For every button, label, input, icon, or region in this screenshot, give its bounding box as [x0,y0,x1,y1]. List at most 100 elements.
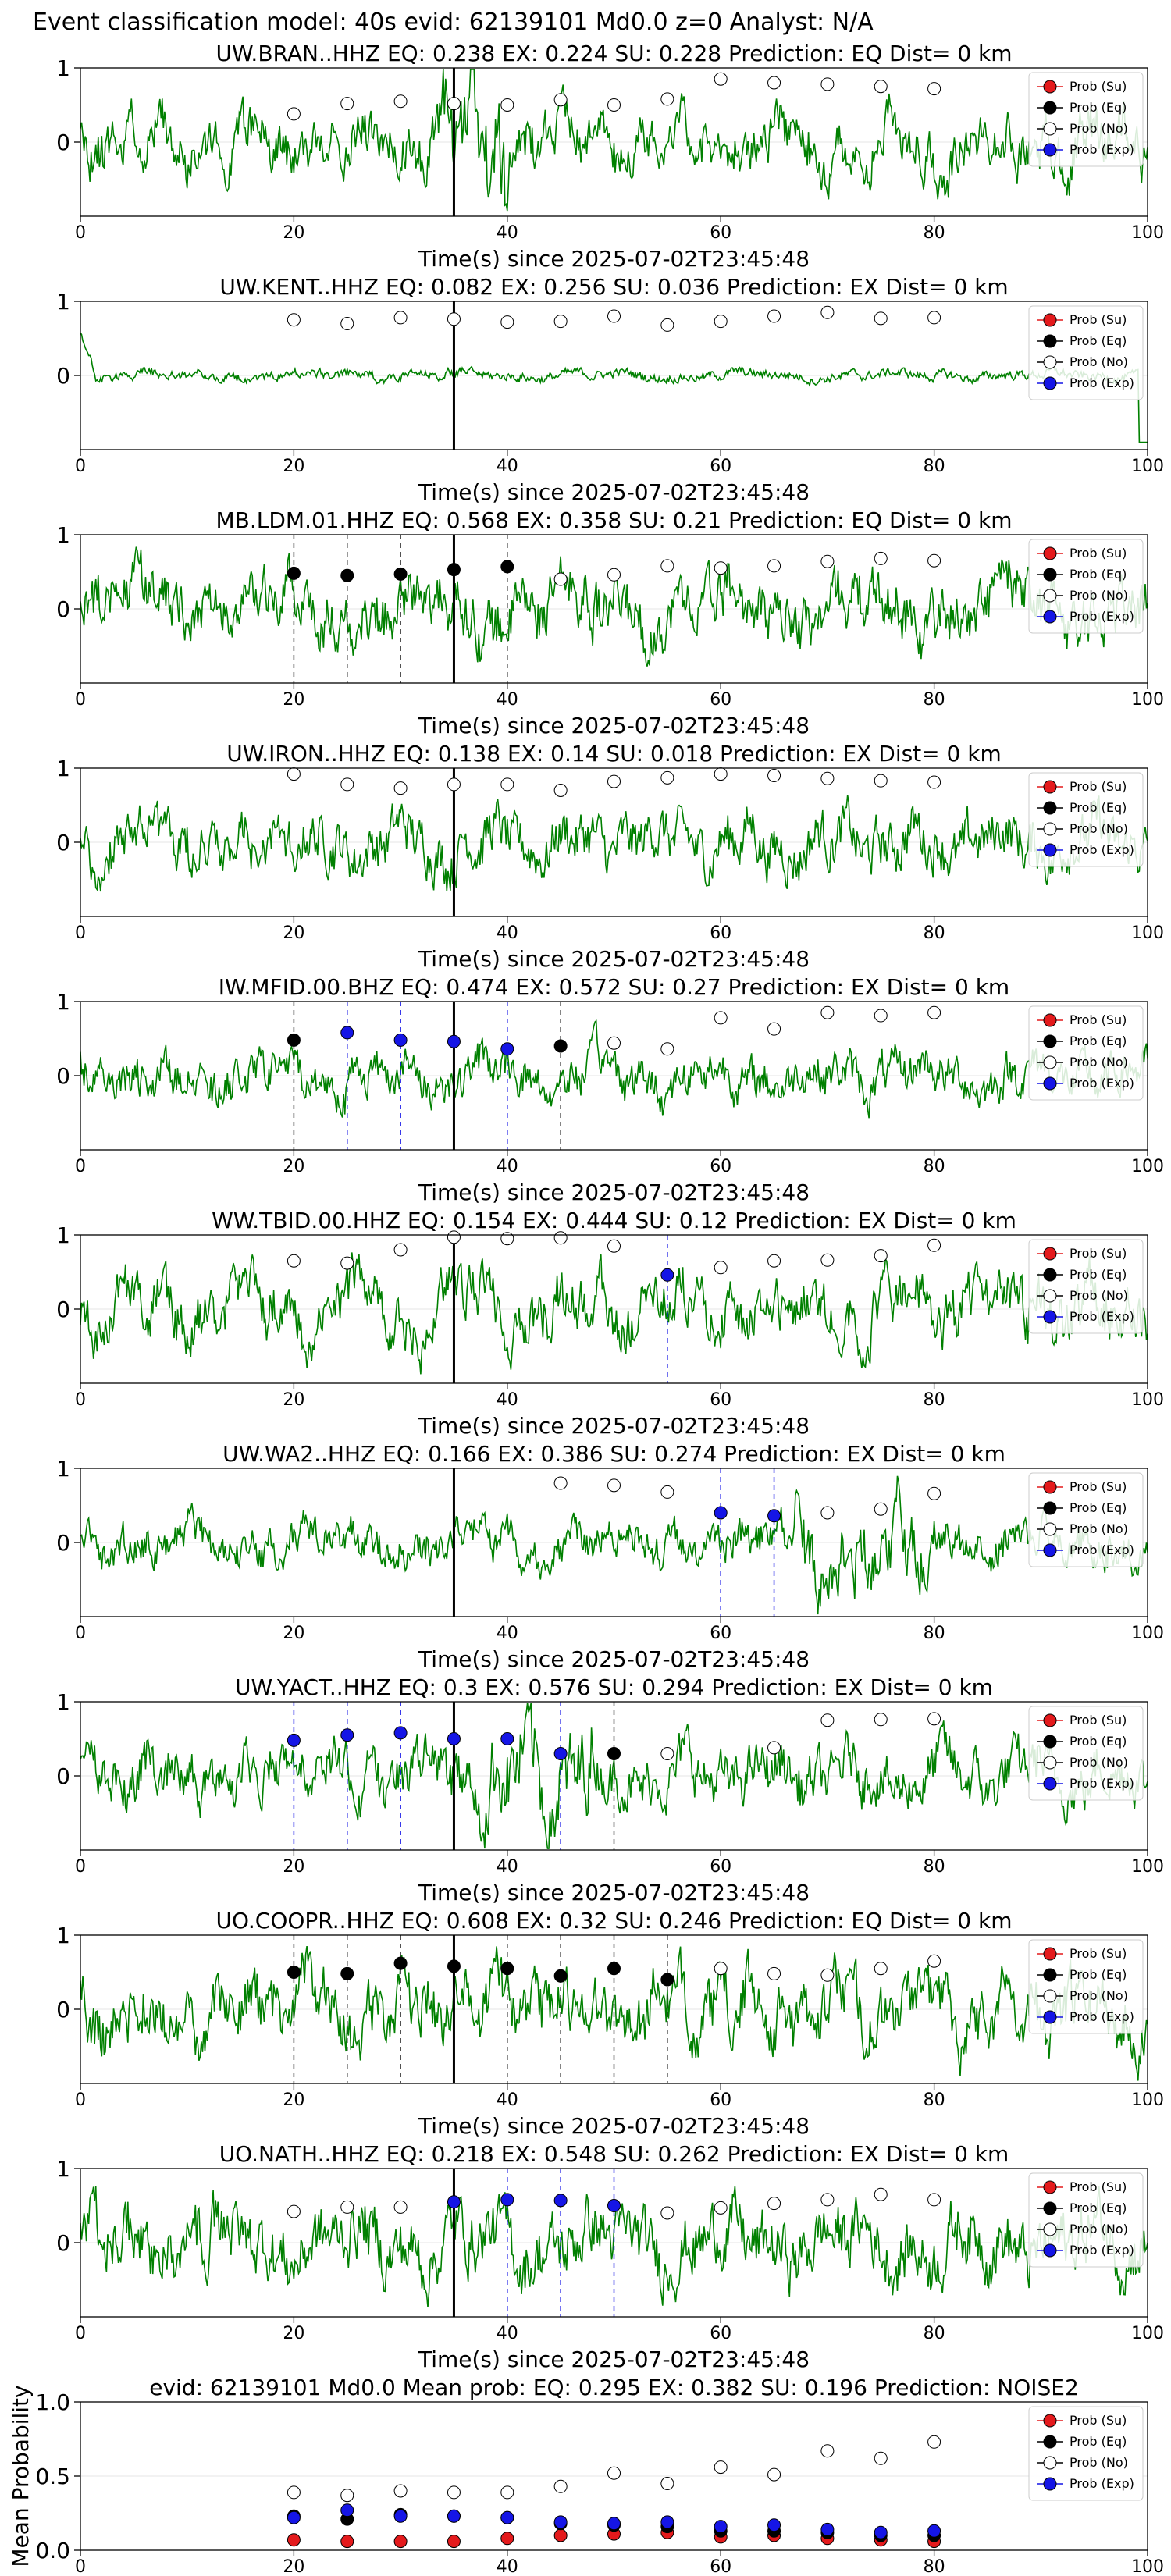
prob-point-eq [340,568,354,582]
y-tick-label: 1 [56,1923,70,1948]
panel-title: IW.MFID.00.BHZ EQ: 0.474 EX: 0.572 SU: 0… [219,974,1009,1000]
x-tick-label: 20 [283,1624,304,1643]
legend-marker [1043,1777,1057,1791]
prob-point-no [820,1005,835,1019]
prob-point-no [340,1256,354,1270]
x-tick-label: 40 [497,690,518,710]
legend-label: Prob (Exp) [1070,375,1134,390]
legend-marker [1043,1735,1057,1749]
x-tick-label: 80 [924,223,945,243]
legend-label: Prob (Su) [1070,1713,1127,1727]
mean-point-exp [553,2515,568,2529]
legend-box [1028,1706,1144,1801]
mean-point-no [393,2484,408,2498]
y-tick-label: 0 [56,830,70,856]
prob-point-no [287,767,301,781]
x-axis-label: Time(s) since 2025-07-02T23:45:48 [418,246,810,272]
y-tick-label: 1 [56,522,70,548]
waveform-line [80,546,1148,667]
x-tick-label: 20 [283,1390,304,1410]
prob-point-no [874,1713,888,1727]
prob-point-no [820,1968,835,1982]
prob-point-no [874,80,888,94]
mean-point-no [820,2444,835,2458]
prob-point-eq [500,1962,514,1976]
legend-label: Prob (No) [1070,1055,1128,1069]
legend-label: Prob (Su) [1070,312,1127,327]
prob-point-no [607,1036,621,1050]
prob-point-exp [447,1732,461,1745]
panel-title: evid: 62139101 Md0.0 Mean prob: EQ: 0.29… [149,2375,1079,2400]
x-tick-label: 0 [75,923,86,943]
legend-marker [1043,2435,1057,2449]
mean-point-su [393,2535,408,2549]
prob-point-no [660,92,674,106]
x-tick-label: 60 [710,223,731,243]
legend-marker [1043,1013,1057,1027]
mean-point-no [340,2489,354,2503]
mean-point-no [767,2467,781,2482]
legend-marker [1043,780,1057,794]
prob-point-no [927,553,941,568]
x-axis-label: Time(s) since 2025-07-02T23:45:48 [418,1413,810,1439]
prob-point-eq [393,567,408,581]
legend-label: Prob (No) [1070,1521,1128,1536]
prob-point-no [393,94,408,109]
prob-point-no [714,315,728,329]
legend-label: Prob (Exp) [1070,1309,1134,1324]
legend-label: Prob (Exp) [1070,2243,1134,2258]
mean-point-su [340,2535,354,2549]
x-tick-label: 100 [1131,2090,1164,2110]
panel-title: UW.BRAN..HHZ EQ: 0.238 EX: 0.224 SU: 0.2… [215,41,1012,66]
prob-point-no [660,318,674,332]
x-tick-label: 100 [1131,923,1164,943]
mean-point-su [287,2533,301,2547]
mean-point-exp [927,2524,941,2538]
legend-marker [1043,334,1057,348]
x-tick-label: 60 [710,1390,731,1410]
prob-point-no [287,313,301,327]
legend-box [1028,305,1144,400]
x-tick-label: 100 [1131,457,1164,476]
x-tick-label: 80 [924,1390,945,1410]
x-tick-label: 40 [497,2557,518,2576]
waveform-line [80,332,1148,443]
x-tick-label: 0 [75,2324,86,2343]
mean-point-no [874,2451,888,2465]
legend-label: Prob (Eq) [1070,1967,1127,1982]
prob-point-eq [500,560,514,574]
x-tick-label: 80 [924,457,945,476]
prob-point-exp [500,2193,514,2207]
mean-point-su [447,2535,461,2549]
x-tick-label: 80 [924,1857,945,1877]
x-tick-label: 60 [710,1624,731,1643]
prob-point-no [393,1243,408,1257]
prob-point-no [660,1747,674,1760]
legend-marker [1043,313,1057,327]
x-tick-label: 40 [497,923,518,943]
mean-point-su [500,2532,514,2546]
legend-marker [1043,1247,1057,1261]
legend-label: Prob (Eq) [1070,800,1127,815]
mean-point-no [500,2485,514,2500]
legend-box [1028,2172,1144,2268]
x-axis-label: Time(s) since 2025-07-02T23:45:48 [418,946,810,972]
prob-point-no [874,1249,888,1263]
prob-point-no [287,1254,301,1268]
legend-marker [1043,2201,1057,2215]
prob-point-no [767,769,781,782]
prob-point-no [874,2187,888,2201]
x-tick-label: 20 [283,2090,304,2110]
prob-point-no [767,1966,781,1980]
mean-point-exp [820,2522,835,2536]
legend-label: Prob (No) [1070,121,1128,136]
legend-label: Prob (Su) [1070,1479,1127,1494]
prob-point-no [393,781,408,795]
x-tick-label: 80 [924,2557,945,2576]
panel-title: UW.YACT..HHZ EQ: 0.3 EX: 0.576 SU: 0.294… [235,1674,993,1700]
prob-point-eq [607,1747,621,1760]
